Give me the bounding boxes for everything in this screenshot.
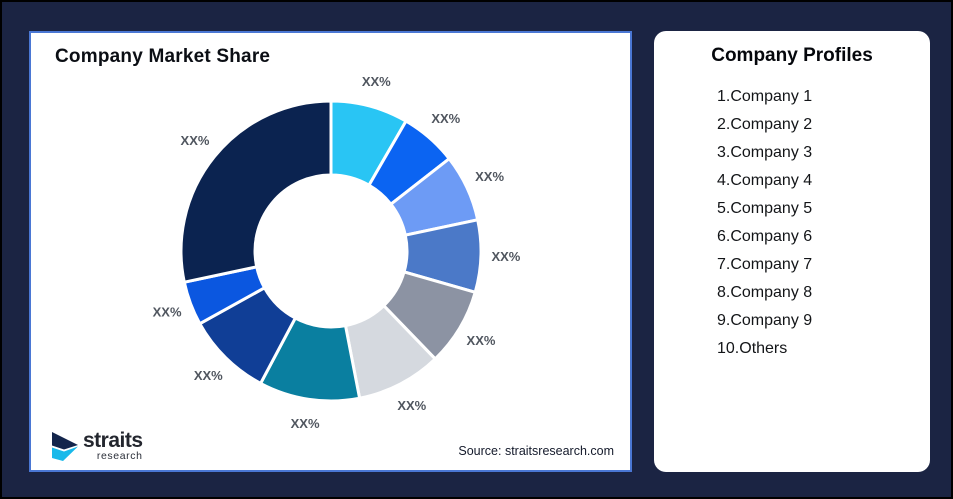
donut-slice-others	[179, 99, 333, 284]
slice-label: XX%	[194, 368, 223, 383]
list-item: 10.Others	[717, 340, 788, 357]
logo-sub-text: research	[96, 450, 143, 462]
chart-title: Company Market Share	[55, 46, 271, 67]
straits-logo-icon	[52, 431, 78, 461]
list-item: 3.Company 3	[717, 144, 813, 161]
list-item: 7.Company 7	[717, 256, 813, 273]
list-item: 1.Company 1	[717, 88, 813, 105]
market-share-card: XX% XX% XX% XX% XX% XX% XX% XX% XX% XX% Company M…	[29, 31, 632, 472]
list-item: 2.Company 2	[717, 116, 813, 133]
donut-chart: XX% XX% XX% XX% XX% XX% XX% XX% XX% XX%	[153, 74, 521, 431]
slice-label: XX%	[397, 398, 426, 413]
company-profiles-card: Company Profiles 1.Company 1 2.Company 2 3…	[654, 31, 930, 472]
logo-wordmark: straits research	[83, 429, 143, 462]
profiles-list: 1.Company 1 2.Company 2 3.Company 3 4.Compa…	[654, 83, 930, 363]
slice-label: XX%	[291, 416, 320, 431]
slice-label: XX%	[362, 74, 391, 89]
straits-research-logo: straits research	[51, 429, 143, 462]
profiles-title: Company Profiles	[711, 45, 873, 66]
list-item: 5.Company 5	[717, 200, 813, 217]
list-item: 8.Company 8	[717, 284, 813, 301]
list-item: 6.Company 6	[717, 228, 813, 245]
list-item: 9.Company 9	[717, 312, 813, 329]
logo-brand-text: straits	[83, 429, 143, 452]
slice-label: XX%	[181, 133, 210, 148]
slice-label: XX%	[153, 304, 182, 319]
source-note: Source: straitsresearch.com	[458, 444, 614, 458]
slice-label: XX%	[475, 169, 504, 184]
slice-label: XX%	[467, 333, 496, 348]
slice-label: XX%	[431, 111, 460, 126]
slice-label: XX%	[491, 249, 520, 264]
list-item: 4.Company 4	[717, 172, 813, 189]
